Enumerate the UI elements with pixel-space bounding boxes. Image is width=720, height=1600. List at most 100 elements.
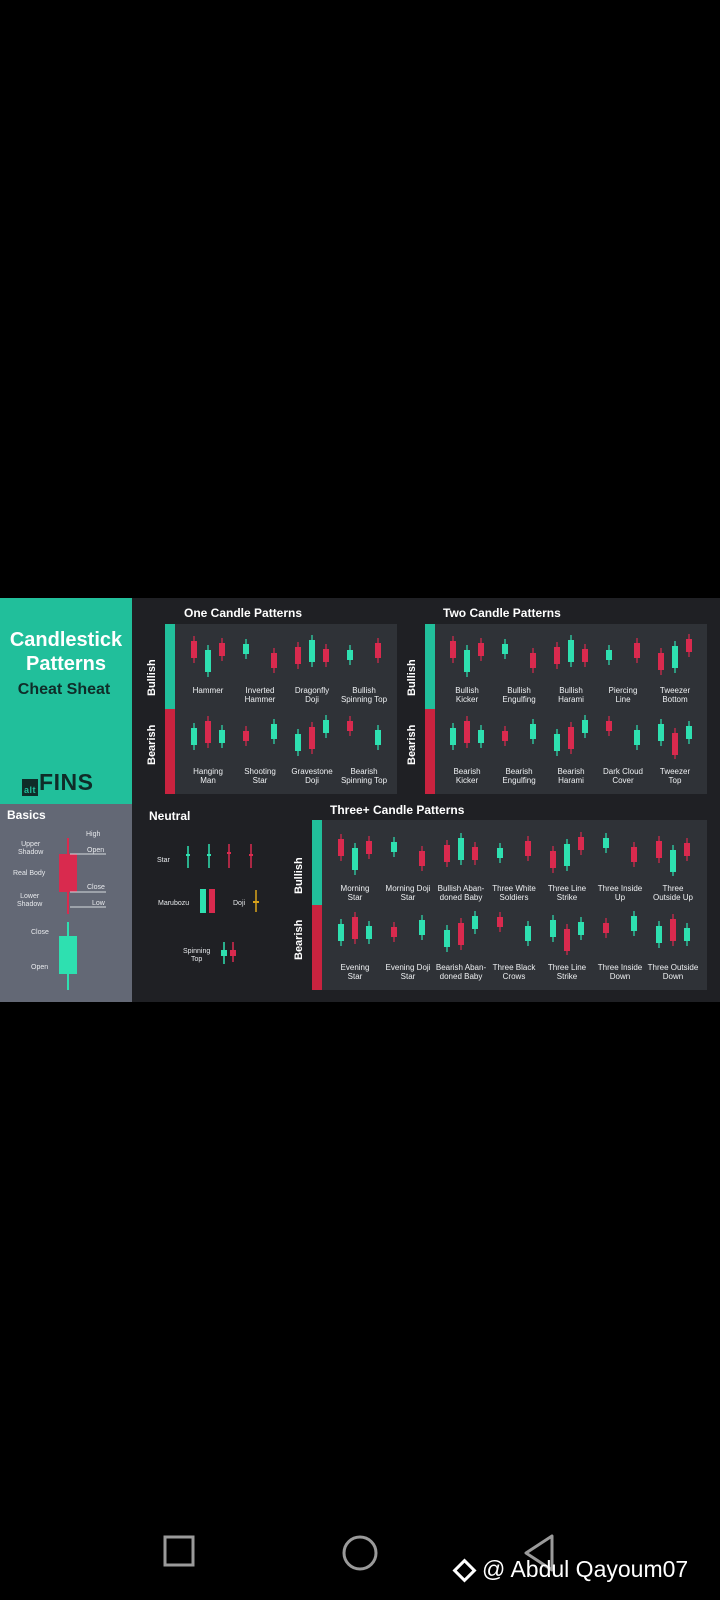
pattern-label: Bullish Aban- doned Baby	[437, 884, 485, 902]
candle-glyph	[391, 915, 425, 942]
basics-label-close-2: Close	[31, 929, 49, 936]
candle-glyph	[502, 639, 536, 673]
one-candle-title: One Candle Patterns	[184, 606, 303, 620]
pattern-label: Shooting Star	[244, 767, 276, 785]
basics-label-high: High	[86, 831, 101, 838]
watermark-text: @ Abdul Qayoum07	[482, 1556, 689, 1582]
pattern-label: Three White Soldiers	[492, 884, 536, 902]
pattern-label: Bullish Spinning Top	[340, 686, 388, 704]
three-candle-bullish-label: Bullish	[293, 857, 305, 894]
candle-glyph	[347, 716, 381, 750]
pattern-label: Bearish Engulfing	[502, 767, 536, 785]
neutral-label-spinning-top: Spinning Top	[183, 948, 211, 963]
basics-label-low: Low	[92, 900, 105, 907]
pattern-label: Three Inside Up	[597, 884, 643, 902]
pattern-label: Gravestone Doji	[291, 767, 333, 785]
candle-glyph	[658, 634, 692, 675]
candle-glyph	[550, 915, 584, 955]
title-line-2: Patterns	[25, 653, 107, 675]
candle-glyph	[497, 912, 531, 946]
basics-candle-diagram	[59, 838, 106, 990]
candle-glyph	[191, 636, 225, 677]
candle-glyph	[243, 719, 277, 746]
candle-glyph	[191, 716, 225, 750]
neutral-label-marubozu: Marubozu	[158, 900, 190, 907]
pattern-label: Bullish Harami	[558, 686, 584, 704]
binance-diamond-icon	[452, 1558, 477, 1583]
pattern-label: Bullish Kicker	[455, 686, 479, 704]
candle-glyph	[606, 638, 640, 665]
candle-glyph	[502, 719, 536, 746]
pattern-label: Hammer	[192, 686, 224, 695]
basics-label-lower-shadow: Lower Shadow	[17, 893, 43, 908]
basics-label-open: Open	[87, 847, 105, 854]
three-candle-bearish-label: Bearish	[293, 919, 305, 960]
neutral-candles	[186, 844, 259, 964]
candle-glyph	[347, 638, 381, 665]
one-candle-bearish-strip	[165, 709, 175, 794]
home-circle-icon[interactable]	[340, 1533, 380, 1573]
title-line-1: Candlestick	[9, 629, 123, 651]
logo-small-text: alt	[22, 779, 39, 796]
recents-square-icon[interactable]	[163, 1535, 197, 1569]
candle-glyph	[444, 833, 478, 867]
candle-glyph	[603, 911, 637, 938]
title-panel: Candlestick Patterns Cheat Sheat alt FINS	[0, 598, 132, 804]
candle-glyph	[295, 715, 329, 756]
neutral-title: Neutral	[149, 809, 191, 823]
back-triangle-icon[interactable]	[522, 1533, 556, 1573]
two-candle-bearish-strip	[425, 709, 435, 794]
one-candle-bullish-label: Bullish	[146, 659, 158, 696]
basics-label-open-2: Open	[31, 964, 49, 971]
two-candle-bullish-label: Bullish	[406, 659, 418, 696]
basics-panel: Basics High Upper Shadow Open Real Body …	[0, 804, 132, 1002]
pattern-label: Three Outside Up	[652, 884, 694, 902]
logo-main-text: FINS	[39, 769, 94, 795]
one-candle-bullish-strip	[165, 624, 175, 709]
candle-glyph	[338, 912, 372, 946]
candle-glyph	[554, 635, 588, 669]
pattern-label: Bullish Engulfing	[502, 686, 536, 704]
subtitle: Cheat Sheat	[17, 681, 111, 698]
pattern-label: Morning Doji Star	[385, 884, 431, 902]
pattern-label: Evening Doji Star	[385, 963, 431, 981]
candle-glyph	[338, 834, 372, 875]
candle-glyph	[450, 636, 484, 677]
pattern-label: Dark Cloud Cover	[602, 767, 643, 785]
watermark: @ Abdul Qayoum07	[452, 1556, 689, 1583]
pattern-label: Three Black Crows	[492, 963, 536, 981]
basics-label-close: Close	[87, 884, 105, 891]
two-candle-bearish-label: Bearish	[406, 724, 418, 765]
pattern-label: Three Line Strike	[547, 963, 587, 981]
pattern-label: Inverted Hammer	[244, 686, 276, 704]
candle-glyph	[658, 719, 692, 759]
one-candle-bearish-label: Bearish	[146, 724, 158, 765]
three-candle-bullish-strip	[312, 820, 322, 905]
basics-title: Basics	[7, 808, 46, 822]
candle-glyph	[656, 914, 690, 948]
basics-label-upper-shadow: Upper Shadow	[18, 841, 44, 856]
candle-glyph	[243, 639, 277, 673]
candle-glyph	[656, 836, 690, 876]
three-candle-card	[312, 820, 707, 990]
pattern-label: Tweezer Top	[659, 767, 691, 785]
candle-glyph	[606, 716, 640, 750]
one-candle-card	[165, 624, 397, 794]
candle-glyph	[497, 836, 531, 863]
three-candle-bearish-strip	[312, 905, 322, 990]
neutral-label-doji: Doji	[233, 900, 246, 907]
pattern-label: Dragonfly Doji	[294, 686, 330, 704]
pattern-label: Morning Star	[340, 884, 370, 902]
pattern-label: Three Inside Down	[597, 963, 643, 981]
two-candle-card	[425, 624, 707, 794]
pattern-label: Piercing Line	[608, 686, 638, 704]
pattern-label: Bearish Harami	[557, 767, 585, 785]
two-candle-bullish-strip	[425, 624, 435, 709]
candle-glyph	[550, 832, 584, 873]
pattern-label: Three Outside Down	[647, 963, 699, 981]
two-candle-title: Two Candle Patterns	[443, 606, 561, 620]
pattern-label: Bearish Aban- doned Baby	[435, 963, 487, 981]
candle-glyph	[554, 715, 588, 756]
three-candle-title: Three+ Candle Patterns	[330, 803, 465, 817]
cheatsheet-image: Candlestick Patterns Cheat Sheat alt FINS…	[0, 598, 720, 1002]
